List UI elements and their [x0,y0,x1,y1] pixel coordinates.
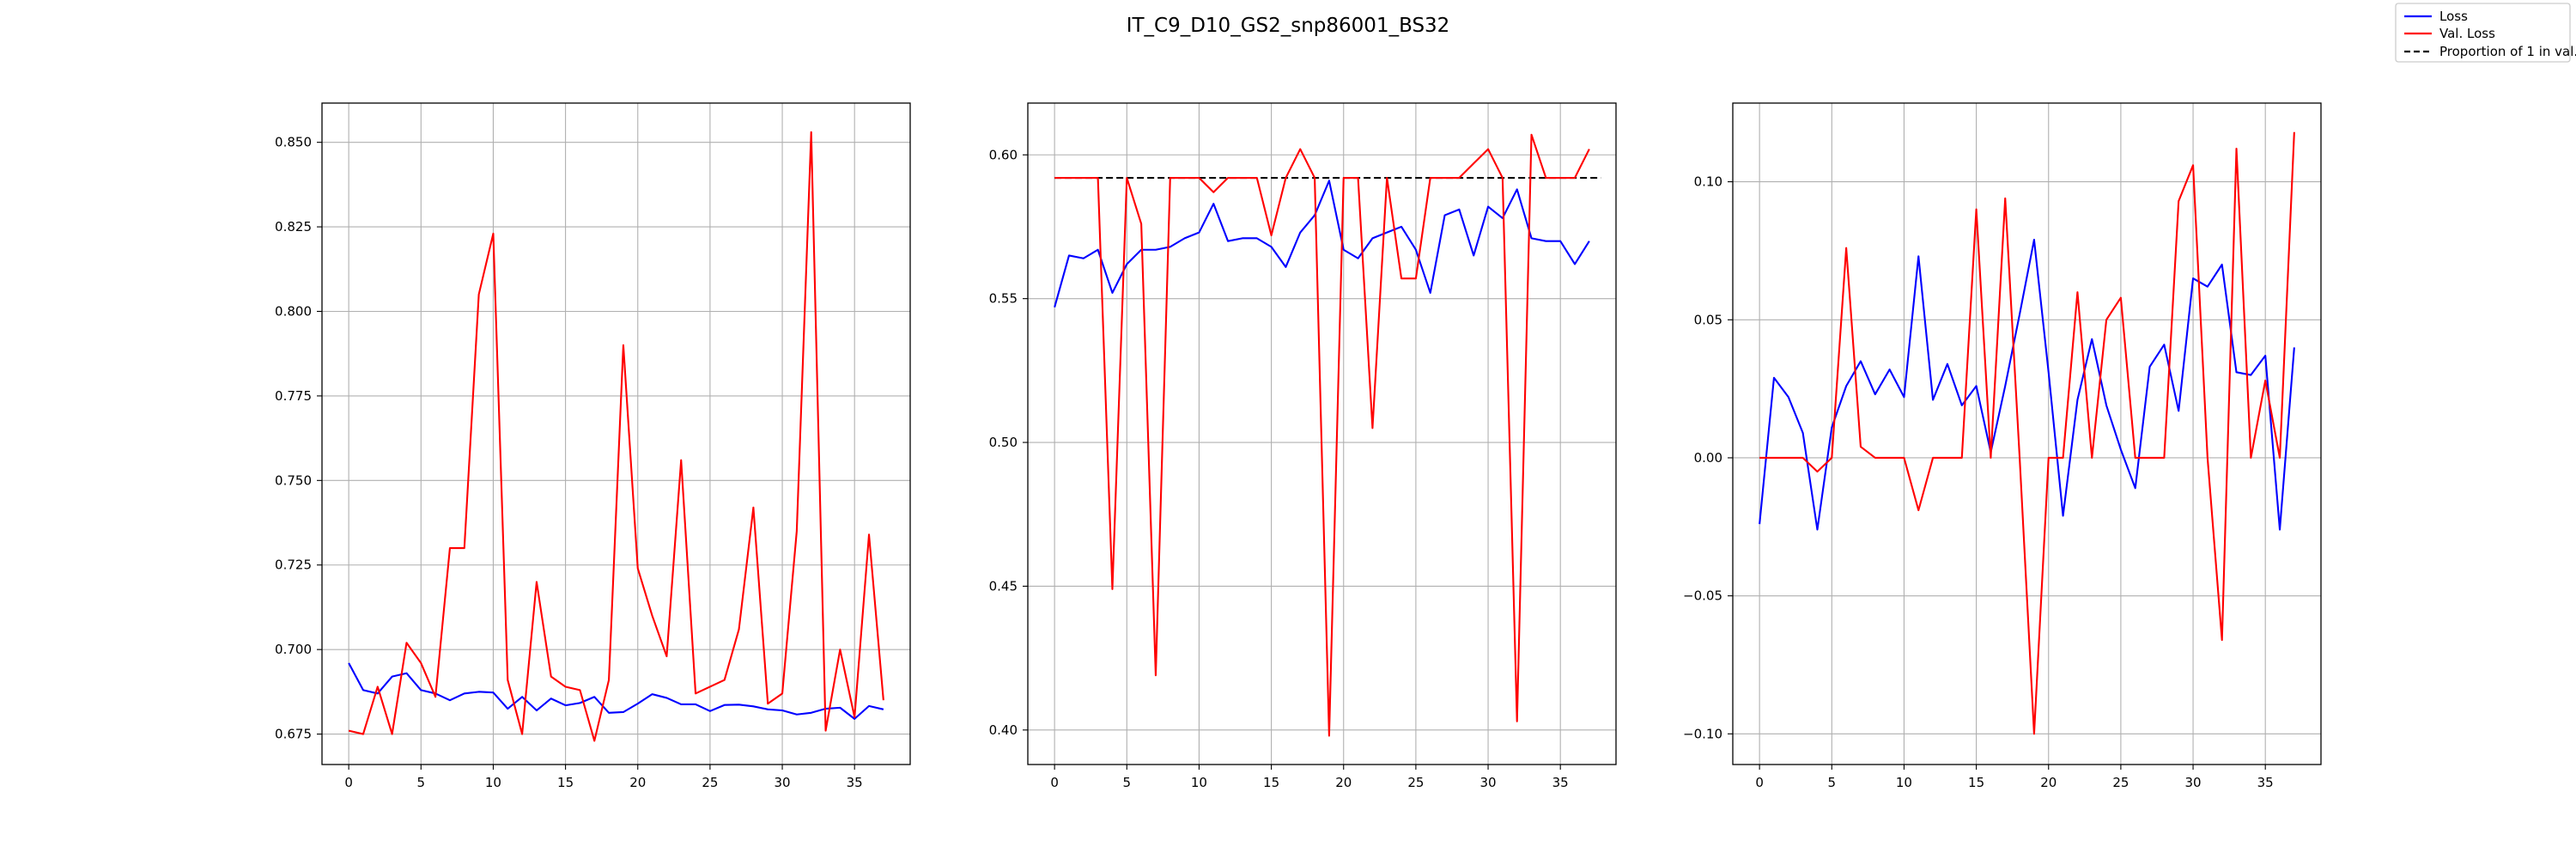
x-tick-label: 0 [1755,775,1764,790]
loss-series-line [348,662,884,720]
x-tick-label: 0 [344,775,353,790]
x-tick-label: 15 [557,775,574,790]
y-tick-label: 0.700 [275,642,312,657]
y-tick-label: 0.675 [275,727,312,742]
subplot-2: 0 5 10 15 20 25 30 35 0.40 0.45 0.50 0.55 0.60 [989,102,1617,790]
x-tick-label: 25 [702,775,718,790]
x-tick-label: 5 [1828,775,1837,790]
x-tick-label: 30 [1480,775,1497,790]
val-loss-series-line [1054,133,1590,737]
y-tick-label: −0.10 [1683,726,1722,741]
loss-series-line [1759,239,2295,531]
y-tick-label: 0.00 [1694,450,1722,466]
x-tick-label: 30 [2185,775,2202,790]
y-tick-label: 0.45 [989,578,1018,594]
x-tick-label: 20 [629,775,646,790]
x-tick-label: 10 [1896,775,1912,790]
x-tick-label: 20 [2040,775,2057,790]
legend-label-val-loss: Val. Loss [2439,26,2495,41]
y-tick-label: 0.850 [275,135,312,150]
subplot-1: 0 5 10 15 20 25 30 35 0.675 0.700 0.725 0.750 0.775 0… [275,102,911,790]
legend: Loss Val. Loss Proportion of 1 in val. [2395,3,2576,63]
x-tick-label: 25 [2112,775,2129,790]
legend-label-proportion: Proportion of 1 in val. [2439,44,2576,59]
y-tick-label: 0.825 [275,219,312,235]
x-tick-label: 25 [1407,775,1424,790]
y-tick-label: 0.50 [989,435,1018,450]
y-tick-label: 0.725 [275,557,312,573]
y-tick-label: 0.10 [1694,174,1722,190]
y-tick-label: 0.60 [989,147,1018,162]
x-tick-label: 20 [1335,775,1352,790]
x-tick-label: 35 [2257,775,2274,790]
axes-frame [1027,102,1617,765]
x-tick-label: 15 [1968,775,1984,790]
x-tick-label: 30 [775,775,791,790]
x-tick-label: 10 [485,775,501,790]
y-tick-label: 0.800 [275,303,312,319]
subplots: 0 5 10 15 20 25 30 35 0.675 0.700 0.725 0.750 0.775 0… [275,102,2322,790]
loss-series-line [1054,180,1590,308]
x-tick-label: 35 [847,775,863,790]
y-tick-label: −0.05 [1683,588,1722,604]
axes-frame [1732,102,2322,765]
x-tick-label: 0 [1050,775,1059,790]
figure-title: IT_C9_D10_GS2_snp86001_BS32 [1127,15,1450,37]
y-tick-label: 0.05 [1694,312,1722,327]
val-loss-series-line [1759,131,2295,735]
axes-frame [321,102,911,765]
x-tick-label: 5 [417,775,426,790]
x-tick-label: 10 [1191,775,1207,790]
y-tick-label: 0.55 [989,291,1018,307]
subplot-3: 0 5 10 15 20 25 30 35 −0.10 −0.05 0.00 0.05 0.10 [1683,102,2322,790]
legend-frame [2395,3,2571,63]
y-tick-label: 0.750 [275,472,312,488]
legend-label-loss: Loss [2439,9,2468,24]
x-tick-label: 15 [1263,775,1279,790]
x-tick-label: 35 [1552,775,1569,790]
x-tick-label: 5 [1123,775,1132,790]
y-tick-label: 0.775 [275,388,312,404]
y-tick-label: 0.40 [989,722,1018,738]
val-loss-series-line [348,131,884,742]
